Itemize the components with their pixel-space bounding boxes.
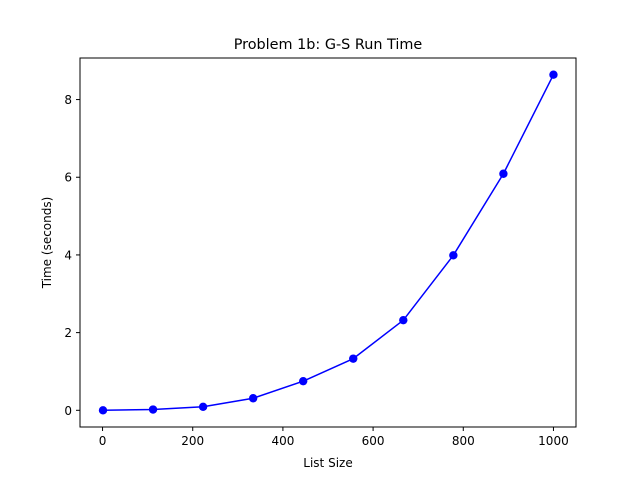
y-axis-label: Time (seconds) [40,197,54,290]
x-axis-label: List Size [303,456,352,470]
data-point [449,251,458,260]
plot-frame [79,57,577,428]
series-layer [98,70,558,415]
x-tick-label: 0 [99,434,107,448]
data-point [299,376,308,386]
data-point [98,406,108,415]
data-point [549,70,558,79]
x-tick-label: 800 [452,434,475,448]
y-tick-label: 2 [64,326,72,340]
y-tick-label: 6 [64,171,72,185]
x-tick-label: 1000 [538,434,569,448]
data-point [349,354,358,363]
x-axis: 0 200 400 600 800 1000 [99,427,569,448]
y-tick-label: 8 [64,93,72,107]
y-tick-label: 0 [64,404,72,418]
chart-title: Problem 1b: G-S Run Time [234,37,423,53]
series-line [102,74,555,412]
x-tick-label: 600 [362,434,385,448]
data-point [148,405,158,414]
data-point [499,169,508,178]
y-tick-label: 4 [64,248,72,262]
y-axis: 0 2 4 6 8 [64,93,80,418]
data-point [399,315,408,325]
x-tick-label: 200 [181,434,204,448]
data-point [198,402,208,412]
x-tick-label: 400 [271,434,294,448]
data-point [248,394,258,403]
